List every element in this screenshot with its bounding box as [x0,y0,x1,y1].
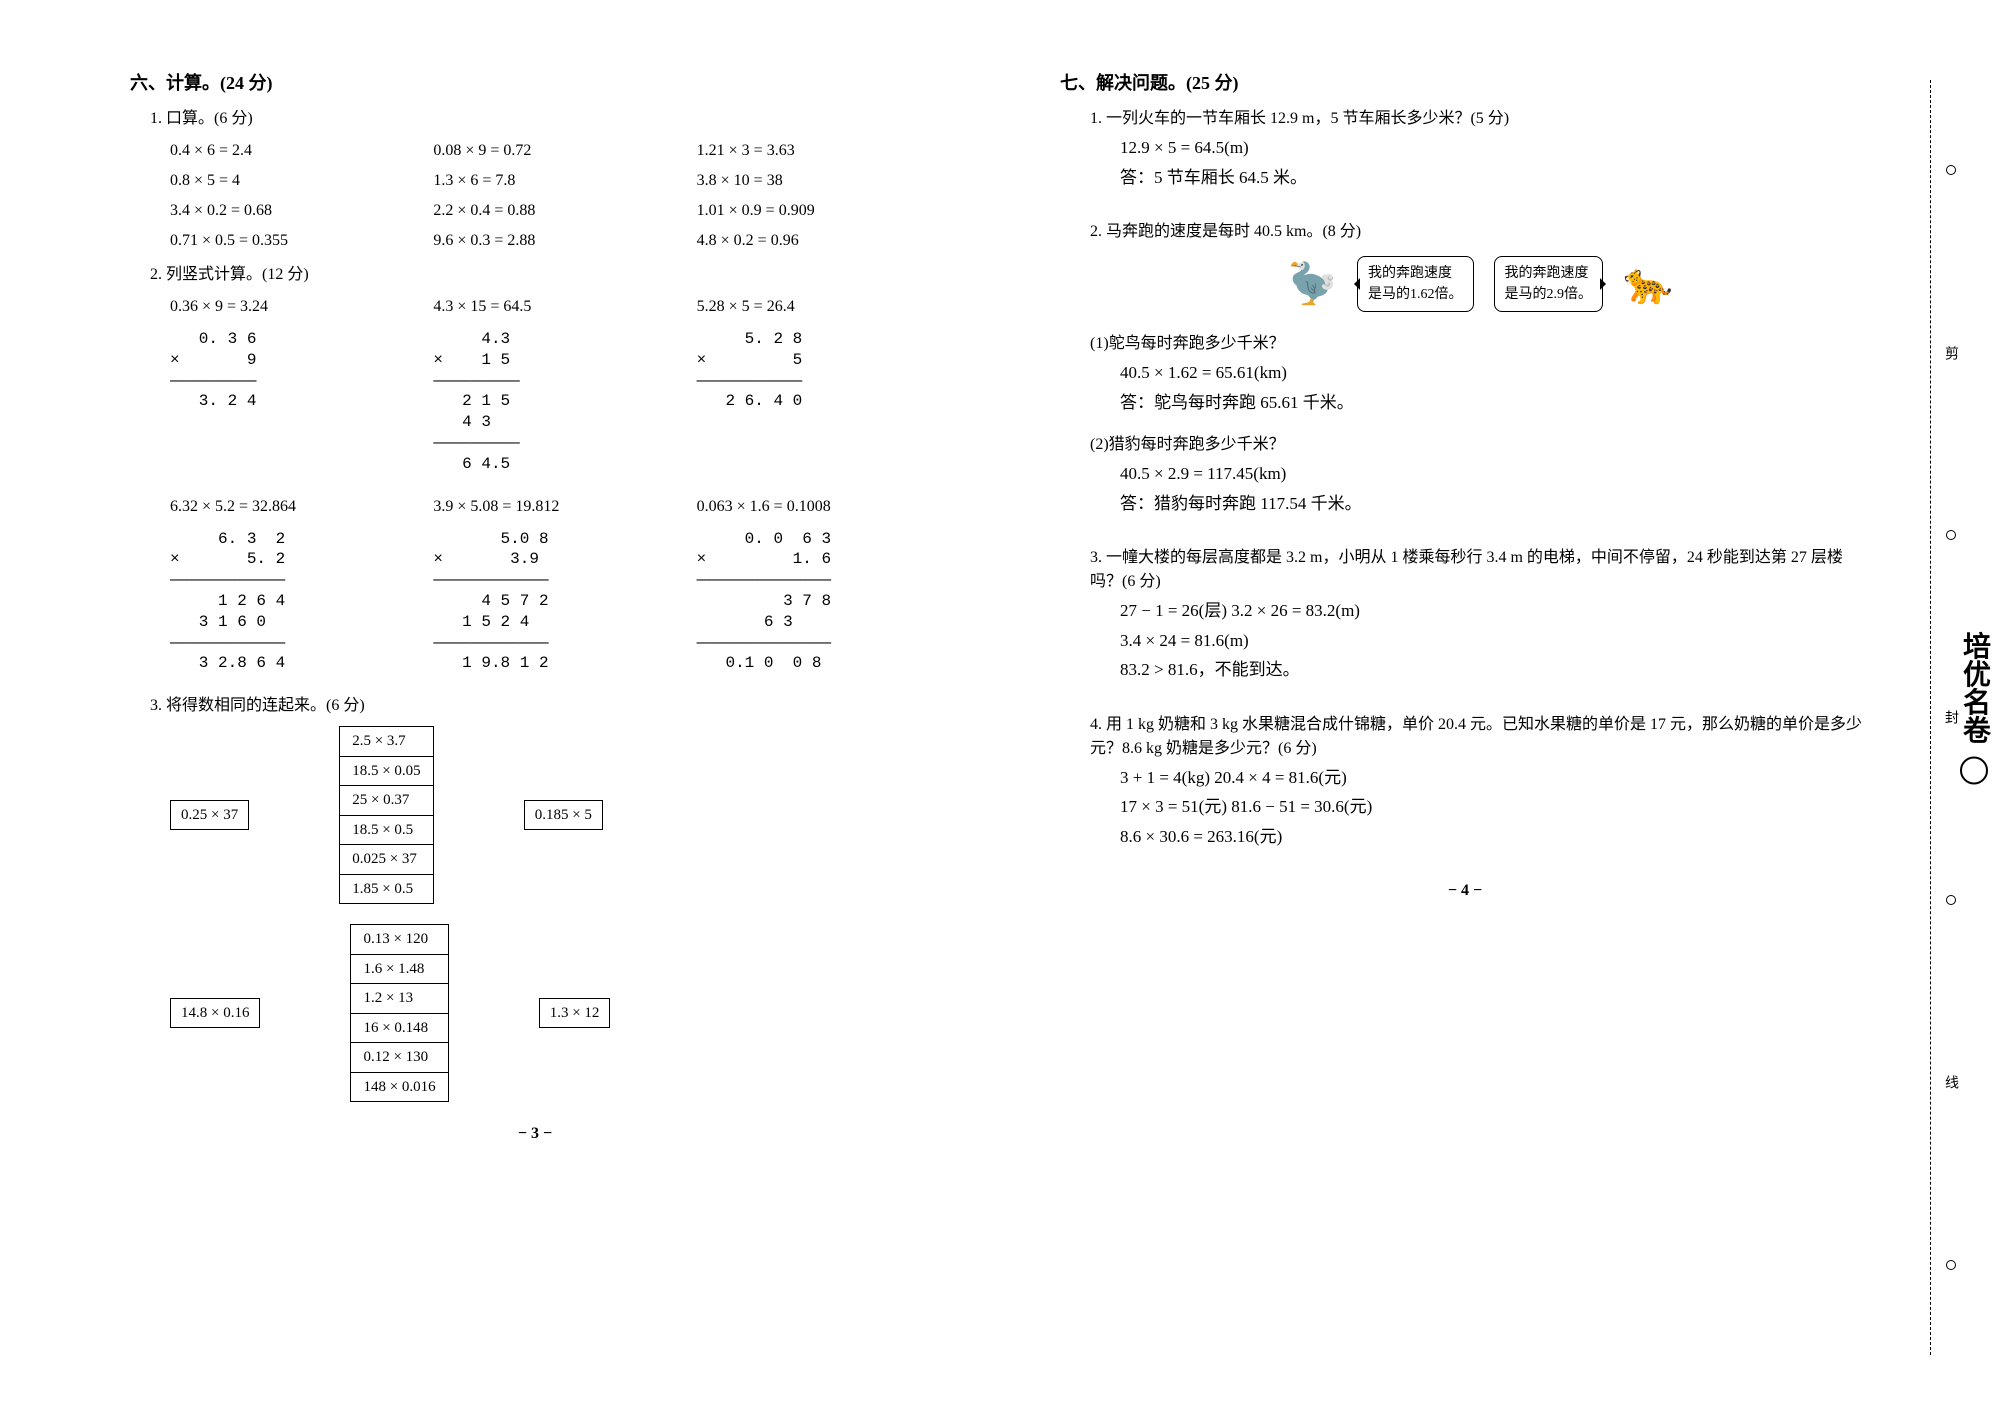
mm-item: 3.4 × 0.2 = 0.68 [170,199,413,223]
punch-hole-icon [1946,530,1956,540]
q-sub2-work: 40.5 × 2.9 = 117.45(km) [1120,461,1870,487]
match-cell: 1.6 × 1.48 [351,955,447,985]
q-work: 27 − 1 = 26(层) 3.2 × 26 = 83.2(m) [1120,598,1870,624]
page-number-right: − 4 − [1060,879,1870,903]
match-mid-stack: 2.5 × 3.7 18.5 × 0.05 25 × 0.37 18.5 × 0… [339,726,433,904]
ostrich-icon: 🦤 [1287,254,1337,314]
vcalc-row-2: 6. 3 2 × 5. 2 ———————————— 1 2 6 4 3 1 6… [170,529,940,675]
speech-bubble-ostrich: 我的奔跑速度 是马的1.62倍。 [1357,256,1474,312]
mm-item: 4.8 × 0.2 = 0.96 [697,229,940,253]
q-sub2: (2)猎豹每时奔跑多少千米？ [1090,433,1870,457]
vcalc: 4.3 × 1 5 ————————— 2 1 5 4 3 ————————— … [433,329,676,475]
s6p3-label: 3. 将得数相同的连起来。(6 分) [150,694,940,718]
match-cell: 1.2 × 13 [351,984,447,1014]
vcalc-headers-1: 0.36 × 9 = 3.24 4.3 × 15 = 64.5 5.28 × 5… [170,295,940,319]
match-cell: 0.13 × 120 [351,925,447,955]
cheetah-icon: 🐆 [1623,254,1673,314]
vcalc-headers-2: 6.32 × 5.2 = 32.864 3.9 × 5.08 = 19.812 … [170,495,940,519]
match-cell: 2.5 × 3.7 [340,727,432,757]
q-text: 2. 马奔跑的速度是每时 40.5 km。(8 分) [1090,220,1870,244]
match-mid-stack: 0.13 × 120 1.6 × 1.48 1.2 × 13 16 × 0.14… [350,924,448,1102]
mm-item: 0.71 × 0.5 = 0.355 [170,229,413,253]
s6p1-label: 1. 口算。(6 分) [150,107,940,131]
page-number-left: − 3 − [130,1122,940,1146]
q-work: 3.4 × 24 = 81.6(m) [1120,628,1870,654]
q-text: 3. 一幢大楼的每层高度都是 3.2 m，小明从 1 楼乘每秒行 3.4 m 的… [1090,546,1870,594]
mm-item: 0.4 × 6 = 2.4 [170,139,413,163]
vcalc-row-1: 0. 3 6 × 9 ————————— 3. 2 4 4.3 × 1 5 ——… [170,329,940,475]
badge-seal-icon [1960,756,1988,784]
mm-item: 2.2 × 0.4 = 0.88 [433,199,676,223]
q7-3: 3. 一幢大楼的每层高度都是 3.2 m，小明从 1 楼乘每秒行 3.4 m 的… [1090,546,1870,683]
vc-head: 0.36 × 9 = 3.24 [170,295,413,319]
vc-head: 4.3 × 15 = 64.5 [433,295,676,319]
punch-hole-icon [1946,1260,1956,1270]
section7-title: 七、解决问题。(25 分) [1060,70,1870,97]
mm-item: 0.08 × 9 = 0.72 [433,139,676,163]
match-right: 0.185 × 5 [524,800,603,831]
binding-label: 线 [1940,1075,1961,1089]
match-left: 0.25 × 37 [170,800,249,831]
mm-item: 1.3 × 6 = 7.8 [433,169,676,193]
connector-icon [479,1012,509,1014]
punch-hole-icon [1946,895,1956,905]
punch-hole-icon [1946,165,1956,175]
vcalc: 5. 2 8 × 5 ——————————— 2 6. 4 0 [697,329,940,475]
vcalc: 5.0 8 × 3.9 ———————————— 4 5 7 2 1 5 2 4… [433,529,676,675]
q-answer: 答：5 节车厢长 64.5 米。 [1120,165,1870,191]
q-text: 4. 用 1 kg 奶糖和 3 kg 水果糖混合成什锦糖，单价 20.4 元。已… [1090,713,1870,761]
q7-1: 1. 一列火车的一节车厢长 12.9 m，5 节车厢长多少米？(5 分) 12.… [1090,107,1870,190]
q-sub1-ans: 答：鸵鸟每时奔跑 65.61 千米。 [1120,390,1870,416]
q-work: 17 × 3 = 51(元) 81.6 − 51 = 30.6(元) [1120,794,1870,820]
connector-icon [290,1012,320,1014]
s6p2-label: 2. 列竖式计算。(12 分) [150,263,940,287]
mm-item: 3.8 × 10 = 38 [697,169,940,193]
q-work: 3 + 1 = 4(kg) 20.4 × 4 = 81.6(元) [1120,765,1870,791]
match-cell: 25 × 0.37 [340,786,432,816]
q7-2: 2. 马奔跑的速度是每时 40.5 km。(8 分) 🦤 我的奔跑速度 是马的1… [1090,220,1870,516]
q7-4: 4. 用 1 kg 奶糖和 3 kg 水果糖混合成什锦糖，单价 20.4 元。已… [1090,713,1870,850]
speech-bubble-cheetah: 我的奔跑速度 是马的2.9倍。 [1494,256,1604,312]
q-work: 12.9 × 5 = 64.5(m) [1120,135,1870,161]
mm-item: 9.6 × 0.3 = 2.88 [433,229,676,253]
vcalc: 0. 0 6 3 × 1. 6 —————————————— 3 7 8 6 3… [697,529,940,675]
mental-math-grid: 0.4 × 6 = 2.4 0.08 × 9 = 0.72 1.21 × 3 =… [170,139,940,253]
vcalc: 6. 3 2 × 5. 2 ———————————— 1 2 6 4 3 1 6… [170,529,413,675]
vc-head: 3.9 × 5.08 = 19.812 [433,495,676,519]
match-cell: 16 × 0.148 [351,1014,447,1044]
match-right: 1.3 × 12 [539,998,611,1029]
page-4: 七、解决问题。(25 分) 1. 一列火车的一节车厢长 12.9 m，5 节车厢… [1000,70,1960,1385]
page-3: 六、计算。(24 分) 1. 口算。(6 分) 0.4 × 6 = 2.4 0.… [100,70,1000,1385]
match-cell: 1.85 × 0.5 [340,875,432,904]
section6-title: 六、计算。(24 分) [130,70,940,97]
binding-label: 剪 [1940,346,1961,360]
vc-head: 6.32 × 5.2 = 32.864 [170,495,413,519]
q-sub1-work: 40.5 × 1.62 = 65.61(km) [1120,360,1870,386]
match-group-1: 0.25 × 37 2.5 × 3.7 18.5 × 0.05 25 × 0.3… [170,726,940,904]
match-cell: 18.5 × 0.05 [340,757,432,787]
match-cell: 148 × 0.016 [351,1073,447,1102]
match-left: 14.8 × 0.16 [170,998,260,1029]
vc-head: 5.28 × 5 = 26.4 [697,295,940,319]
mm-item: 0.8 × 5 = 4 [170,169,413,193]
vc-head: 0.063 × 1.6 = 0.1008 [697,495,940,519]
badge-text: 培优名卷 [1959,631,1990,743]
connector-icon [464,814,494,816]
q-sub2-ans: 答：猎豹每时奔跑 117.54 千米。 [1120,491,1870,517]
connector-icon [279,814,309,816]
mm-item: 1.21 × 3 = 3.63 [697,139,940,163]
match-group-2: 14.8 × 0.16 0.13 × 120 1.6 × 1.48 1.2 × … [170,924,940,1102]
mm-item: 1.01 × 0.9 = 0.909 [697,199,940,223]
match-cell: 0.12 × 130 [351,1043,447,1073]
q-work: 83.2 > 81.6，不能到达。 [1120,657,1870,683]
series-badge: 培优名卷 [1953,631,1995,784]
match-cell: 0.025 × 37 [340,845,432,875]
q-work: 8.6 × 30.6 = 263.16(元) [1120,824,1870,850]
vcalc: 0. 3 6 × 9 ————————— 3. 2 4 [170,329,413,475]
speech-row: 🦤 我的奔跑速度 是马的1.62倍。 我的奔跑速度 是马的2.9倍。 🐆 [1090,254,1870,314]
q-text: 1. 一列火车的一节车厢长 12.9 m，5 节车厢长多少米？(5 分) [1090,107,1870,131]
match-cell: 18.5 × 0.5 [340,816,432,846]
q-sub1: (1)鸵鸟每时奔跑多少千米？ [1090,332,1870,356]
